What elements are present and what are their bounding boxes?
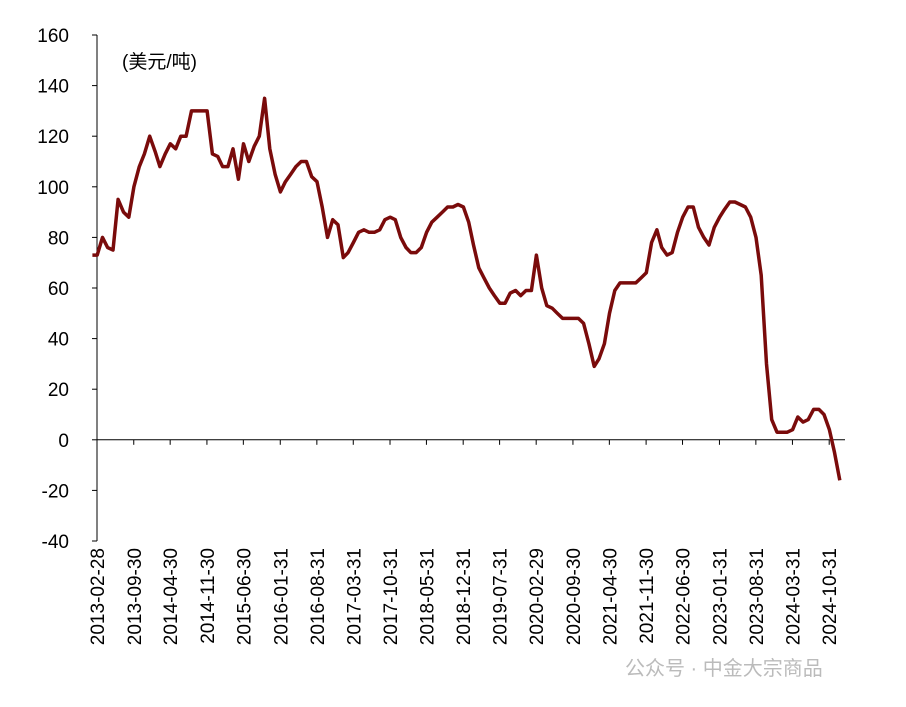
- x-tick-label: 2020-09-30: [564, 548, 585, 645]
- x-tick-label: 2022-06-30: [674, 548, 695, 645]
- y-tick-label: 40: [48, 330, 69, 351]
- line: [92, 96, 842, 481]
- x-tick-label: 2013-09-30: [125, 548, 146, 645]
- y-tick-label: 60: [48, 279, 69, 300]
- x-tick-label: 2021-11-30: [637, 548, 658, 644]
- x-tick-label: 2017-10-31: [381, 548, 402, 645]
- x-tick-label: 2024-10-31: [820, 548, 841, 645]
- x-tick-label: 2018-05-31: [417, 548, 438, 645]
- x-tick-label: 2023-08-31: [747, 548, 768, 645]
- y-tick-label: -40: [42, 532, 69, 553]
- y-axis-label: (美元/吨): [122, 51, 197, 73]
- x-tick-label: 2023-01-31: [710, 548, 731, 645]
- x-tick-label: 2021-04-30: [600, 548, 621, 645]
- y-tick-label: 140: [37, 77, 69, 98]
- y-tick-label: 160: [37, 26, 69, 47]
- x-tick-label: 2020-02-29: [527, 548, 548, 645]
- y-tick-label: -20: [42, 481, 69, 502]
- y-tick-label: 120: [37, 127, 69, 148]
- x-tick-label: 2019-07-31: [491, 548, 512, 645]
- y-tick-label: 20: [48, 380, 69, 401]
- y-tick-label: 80: [48, 228, 69, 249]
- x-tick-label: 2024-03-31: [783, 548, 804, 645]
- watermark: 公众号 · 中金大宗商品: [625, 657, 823, 680]
- x-tick-label: 2016-08-31: [308, 548, 329, 645]
- y-tick-label: 0: [58, 431, 69, 452]
- x-tick-label: 2018-12-31: [454, 548, 475, 645]
- x-tick-label: 2013-02-28: [88, 548, 109, 645]
- x-tick-label: 2014-04-30: [161, 548, 182, 645]
- x-tick-label: 2016-01-31: [271, 548, 292, 645]
- x-tick-label: 2015-06-30: [234, 548, 255, 645]
- y-tick-label: 100: [37, 178, 69, 199]
- x-tick-label: 2017-03-31: [344, 548, 365, 645]
- x-tick-label: 2014-11-30: [198, 548, 219, 644]
